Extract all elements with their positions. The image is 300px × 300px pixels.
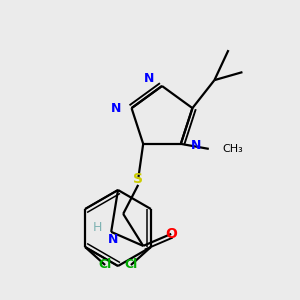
- Text: N: N: [108, 233, 119, 246]
- Text: Cl: Cl: [124, 259, 137, 272]
- Text: N: N: [144, 71, 154, 85]
- Text: Cl: Cl: [98, 259, 112, 272]
- Text: S: S: [133, 172, 143, 186]
- Text: H: H: [92, 221, 102, 234]
- Text: N: N: [191, 140, 201, 152]
- Text: CH₃: CH₃: [223, 144, 244, 154]
- Text: O: O: [165, 227, 177, 241]
- Text: N: N: [111, 102, 122, 115]
